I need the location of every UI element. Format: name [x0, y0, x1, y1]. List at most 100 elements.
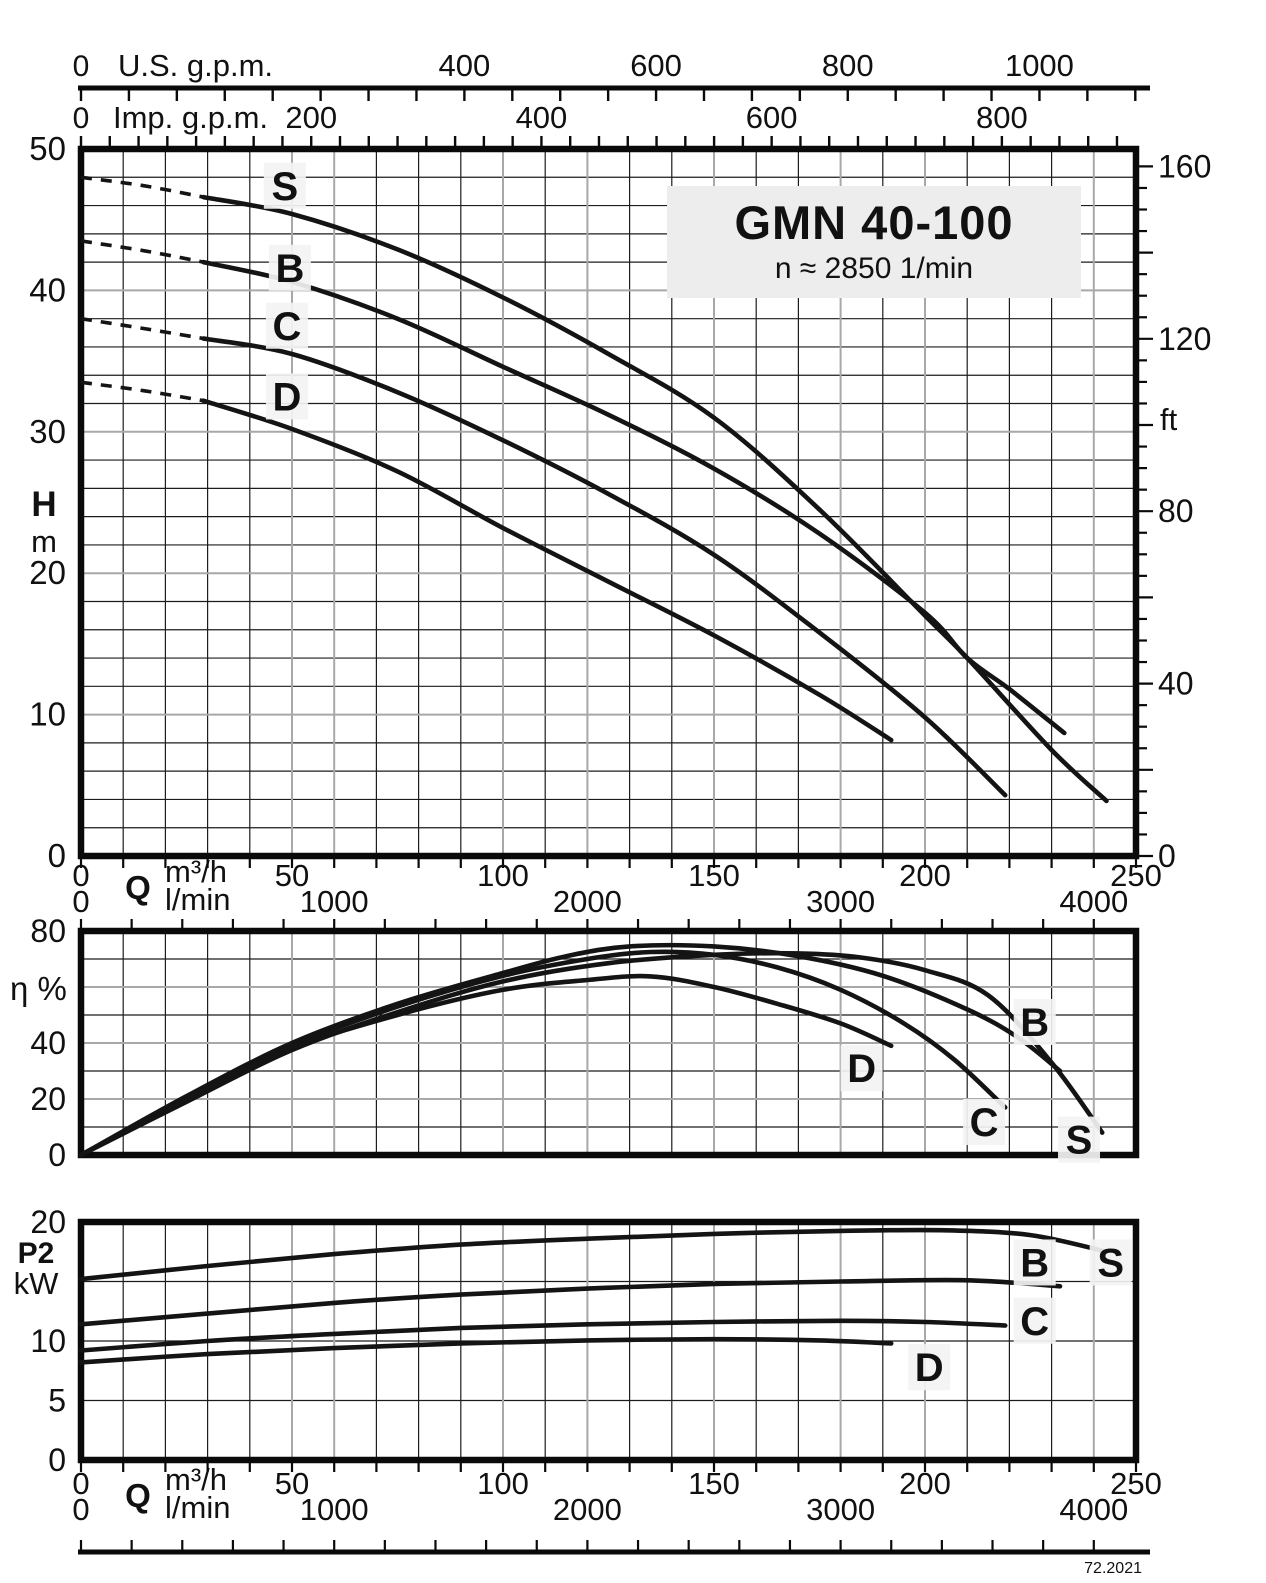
head-curve-C	[201, 336, 1008, 798]
m3h-axis-unit: m³/h	[165, 1462, 227, 1497]
head-curve-label-halo-C	[265, 302, 308, 349]
lmin-tick-label: 0	[72, 1492, 89, 1527]
imp-gpm-tick-label: 0	[73, 102, 90, 135]
head-curve-S	[201, 194, 1109, 804]
power-axis-tick-label: 10	[30, 1323, 66, 1359]
head-axis-tick-label: 0	[48, 837, 66, 874]
power-curve-label-D: D	[915, 1346, 944, 1390]
us-gpm-scale: 0 U.S. g.p.m. 400 600 800 1000	[73, 48, 1150, 101]
head-curve-B	[201, 259, 1067, 736]
power-curve-label-halo-B	[1013, 1239, 1056, 1286]
imp-gpm-tick-label: 600	[746, 100, 798, 135]
lmin-tick-label: 2000	[553, 884, 622, 919]
power-curve-B	[78, 1277, 1063, 1327]
m3h-ticks-head	[79, 856, 1138, 868]
power-axis-title: P2	[18, 1237, 55, 1270]
efficiency-chart-frame	[77, 927, 1140, 1159]
efficiency-curve-label-halo-D	[840, 1045, 883, 1092]
power-axis-tick-label: 5	[48, 1383, 66, 1419]
power-curve-label-halo-C	[1013, 1297, 1056, 1344]
power-axis-tick-label: 0	[48, 1442, 66, 1478]
lmin-tick-label: 3000	[806, 884, 875, 919]
efficiency-curve-label-C: C	[970, 1101, 999, 1145]
chart-title-box: GMN 40-100 n ≈ 2850 1/min	[667, 186, 1081, 298]
efficiency-curve-label-B: B	[1020, 1001, 1049, 1045]
us-gpm-tick-label: 600	[630, 48, 682, 83]
head-curve-D	[201, 398, 894, 743]
lmin-tick-label: 2000	[553, 1492, 622, 1527]
us-gpm-tick-label: 800	[822, 48, 874, 83]
lmin-tick-label: 4000	[1059, 884, 1128, 919]
pump-model-title: GMN 40-100	[734, 196, 1014, 250]
lmin-axis-unit: l/min	[165, 1490, 230, 1525]
lmin-bottom-ruler	[78, 1540, 1150, 1555]
efficiency-curve-label-S: S	[1066, 1119, 1093, 1163]
head-axis-title: H	[31, 485, 56, 524]
head-axis-tick-label: 30	[29, 413, 66, 450]
lmin-tick-label: 1000	[300, 1492, 369, 1527]
efficiency-curve-label-halo-B	[1013, 999, 1056, 1045]
power-curve-C	[78, 1318, 1008, 1353]
lmin-tick-label: 3000	[806, 1492, 875, 1527]
power-curve-label-S: S	[1097, 1241, 1124, 1285]
feet-tick-label: 40	[1158, 666, 1194, 702]
power-curve-D	[78, 1336, 894, 1365]
imp-gpm-scale: 0 Imp. g.p.m. 200 400 600 800	[73, 100, 1119, 149]
lmin-tick-label: 4000	[1059, 1492, 1128, 1527]
feet-tick-label: 120	[1158, 321, 1211, 357]
head-curve-label-S: S	[271, 165, 298, 209]
head-axis-tick-label: 40	[29, 271, 66, 308]
feet-axis-title: ft	[1160, 402, 1178, 437]
head-curve-B-dashed	[80, 239, 204, 264]
head-curve-label-halo-B	[268, 244, 311, 291]
eff-axis-tick-label: 0	[48, 1137, 66, 1173]
head-curve-label-D: D	[272, 375, 301, 419]
power-axis-unit: kW	[14, 1266, 60, 1301]
head-curve-label-halo-S	[263, 162, 306, 209]
pump-speed-subtitle: n ≈ 2850 1/min	[774, 251, 974, 285]
feet-tick-label: 0	[1158, 838, 1176, 874]
head-curve-S-dashed	[80, 175, 204, 199]
us-gpm-tick-label: 1000	[1005, 48, 1074, 83]
head-chart-frame	[77, 145, 1140, 860]
feet-tick-label: 80	[1158, 493, 1194, 529]
power-curve-label-B: B	[1020, 1241, 1049, 1285]
power-chart-frame	[77, 1218, 1140, 1464]
head-axis-tick-label: 20	[29, 554, 66, 591]
power-curve-S	[78, 1227, 1105, 1282]
lmin-axis-unit: l/min	[165, 882, 230, 917]
lmin-ticks-efficiency	[79, 919, 1095, 931]
efficiency-curve-label-halo-S	[1058, 1116, 1101, 1163]
head-curve-D-dashed	[80, 380, 204, 403]
imp-gpm-axis-title: Imp. g.p.m.	[113, 100, 268, 135]
head-axis-tick-label: 50	[29, 130, 66, 167]
lmin-tick-label: 1000	[300, 884, 369, 919]
m3h-tick-label: 0	[72, 1466, 89, 1501]
power-axis-tick-label: 20	[30, 1204, 66, 1240]
us-gpm-axis-title: U.S. g.p.m.	[118, 48, 273, 83]
eff-axis-title: η %	[10, 970, 67, 1007]
head-curve-label-B: B	[275, 247, 304, 291]
lmin-tick-label: 0	[72, 884, 89, 919]
us-gpm-tick-label: 400	[439, 48, 491, 83]
power-curve-label-halo-S	[1089, 1239, 1132, 1286]
efficiency-curve-B	[78, 942, 1063, 1158]
document-number: 72.2021	[1084, 1560, 1142, 1577]
imp-gpm-tick-label: 800	[976, 100, 1028, 135]
flow-axis-title: Q	[125, 1477, 151, 1514]
power-curve-label-halo-D	[908, 1344, 951, 1391]
feet-axis: 0 40 80 120 160 ft	[1136, 148, 1211, 874]
efficiency-curve-label-halo-C	[963, 1098, 1006, 1145]
head-axis-tick-label: 10	[29, 696, 66, 733]
efficiency-curve-D	[78, 973, 894, 1158]
m3h-ticks-power	[79, 1460, 1138, 1472]
efficiency-chart: B D C S	[77, 927, 1140, 1163]
m3h-axis-unit: m³/h	[165, 854, 227, 889]
head-curve-label-halo-D	[265, 373, 308, 420]
eff-axis-tick-label: 40	[30, 1025, 66, 1061]
